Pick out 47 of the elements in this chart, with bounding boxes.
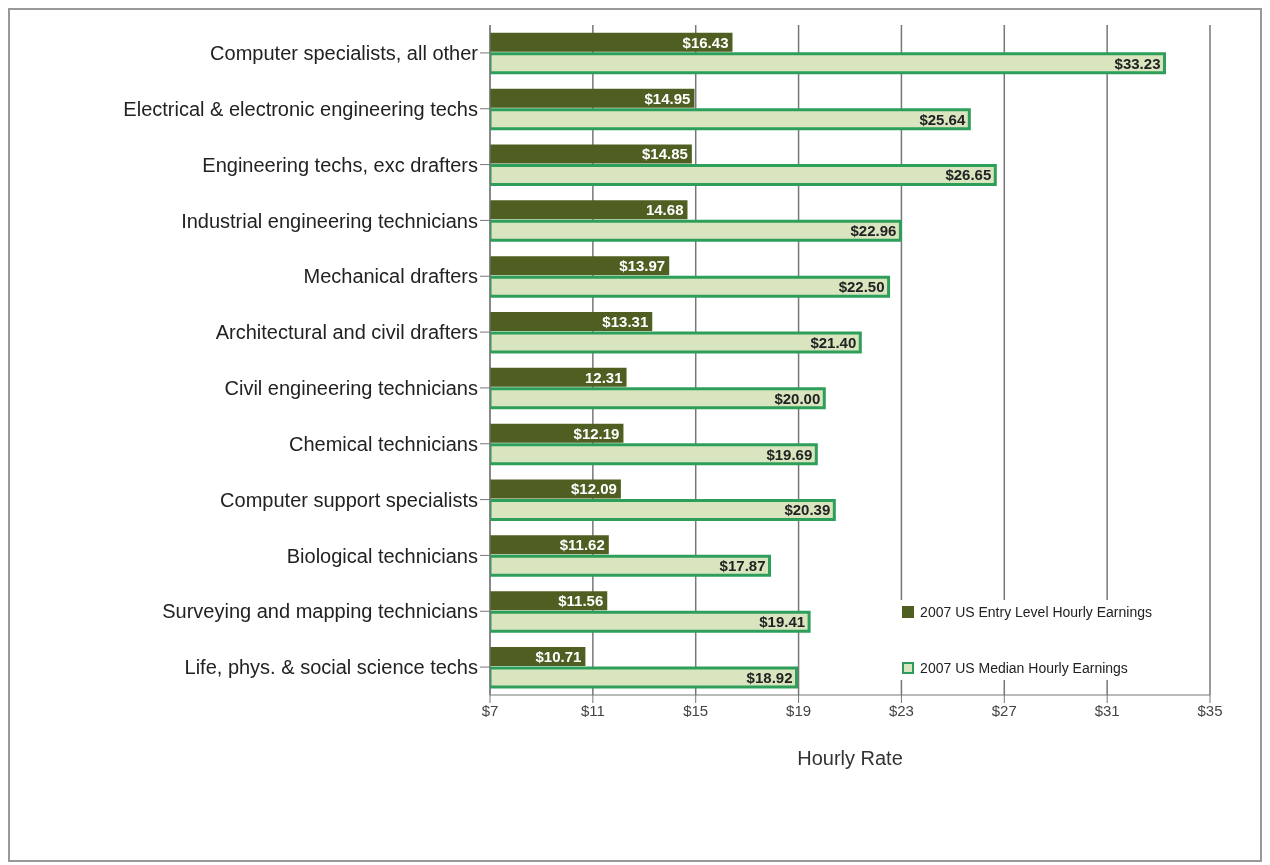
- data-label: $16.43: [682, 33, 729, 51]
- x-tick-label: $7: [481, 701, 499, 719]
- data-label: $19.69: [766, 445, 813, 463]
- y-tick-label: Civil engineering technicians: [224, 377, 478, 400]
- x-tick-label: $35: [1197, 701, 1223, 719]
- data-label: $22.96: [850, 222, 897, 240]
- legend-label: 2007 US Median Hourly Earnings: [920, 660, 1128, 676]
- data-label: $20.00: [774, 389, 821, 407]
- data-label: $19.41: [759, 613, 806, 631]
- data-label: $14.95: [644, 89, 691, 107]
- data-label: $14.85: [641, 145, 688, 163]
- y-tick-label: Architectural and civil drafters: [215, 321, 478, 344]
- legend-label: 2007 US Entry Level Hourly Earnings: [920, 604, 1152, 620]
- y-tick-label: Computer specialists, all other: [210, 42, 479, 65]
- y-tick-label: Computer support specialists: [220, 488, 478, 511]
- data-label: $13.97: [619, 257, 666, 275]
- data-label: $12.19: [573, 424, 620, 442]
- x-axis-title: Hourly Rate: [797, 747, 903, 769]
- x-tick-label: $31: [1094, 701, 1120, 719]
- y-tick-label: Industrial engineering technicians: [181, 209, 478, 232]
- y-tick-label: Engineering techs, exc drafters: [202, 153, 478, 176]
- y-tick-label: Chemical technicians: [289, 432, 478, 455]
- data-label: $11.56: [558, 592, 604, 610]
- x-tick-label: $11: [580, 701, 605, 719]
- data-label: $13.31: [602, 312, 649, 330]
- data-label: $12.09: [571, 480, 617, 498]
- x-tick-label: $27: [991, 701, 1017, 719]
- y-tick-label: Surveying and mapping technicians: [162, 600, 478, 623]
- data-label: $22.50: [838, 278, 885, 296]
- data-label: 14.68: [645, 201, 684, 219]
- x-tick-label: $15: [683, 701, 709, 719]
- x-tick-label: $23: [888, 701, 914, 719]
- data-label: $20.39: [784, 501, 831, 519]
- data-label: 12.31: [585, 368, 623, 386]
- data-label: $25.64: [919, 110, 966, 128]
- data-label: $33.23: [1114, 54, 1161, 72]
- y-tick-label: Biological technicians: [286, 544, 478, 567]
- data-label: $10.71: [535, 647, 582, 665]
- data-label: $18.92: [746, 668, 793, 686]
- data-label: $26.65: [945, 166, 992, 184]
- y-tick-label: Mechanical drafters: [303, 265, 478, 288]
- data-label: $11.62: [559, 536, 605, 554]
- y-tick-label: Life, phys. & social science techs: [184, 656, 478, 679]
- data-label: $21.40: [810, 333, 857, 351]
- data-label: $17.87: [719, 557, 766, 575]
- y-tick-label: Electrical & electronic engineering techs: [123, 97, 478, 120]
- x-tick-label: $19: [786, 701, 812, 719]
